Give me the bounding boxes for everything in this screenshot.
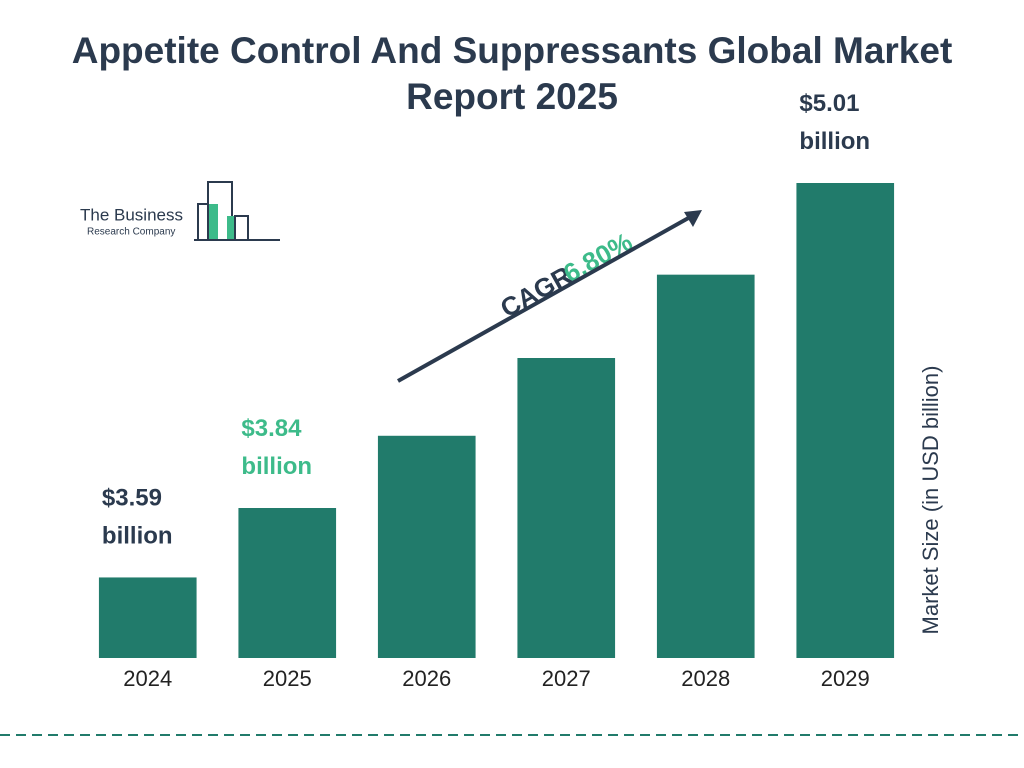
logo-text: The Business bbox=[80, 205, 183, 224]
chart-title: Appetite Control And Suppressants Global… bbox=[71, 30, 953, 117]
cagr-arrowhead bbox=[684, 210, 702, 227]
value-label: $3.59 billion bbox=[102, 485, 173, 550]
x-tick-label: 2028 bbox=[681, 666, 730, 691]
bar bbox=[377, 435, 476, 658]
logo: The Business Research Company bbox=[80, 181, 280, 241]
logo-shape bbox=[227, 216, 235, 240]
bar bbox=[517, 358, 616, 658]
bar bbox=[656, 274, 755, 658]
bar bbox=[98, 577, 197, 658]
y-axis-label: Market Size (in USD billion) bbox=[918, 366, 943, 635]
logo-shape bbox=[234, 215, 249, 240]
bar bbox=[238, 508, 337, 658]
cagr-value: 6.80% bbox=[558, 226, 637, 288]
cagr-arrow bbox=[397, 214, 693, 383]
x-tick-label: 2024 bbox=[123, 666, 172, 691]
value-label: $5.01 billion bbox=[799, 90, 870, 155]
x-tick-label: 2027 bbox=[542, 666, 591, 691]
bar bbox=[796, 183, 895, 658]
x-tick-label: 2026 bbox=[402, 666, 451, 691]
logo-subtext: Research Company bbox=[87, 227, 175, 238]
value-label: $3.84 billion bbox=[241, 415, 312, 480]
x-tick-label: 2029 bbox=[821, 666, 870, 691]
logo-shape bbox=[209, 204, 218, 240]
cagr: CAGR 6.80% bbox=[495, 226, 637, 323]
logo-shape bbox=[197, 203, 209, 241]
x-tick-label: 2025 bbox=[263, 666, 312, 691]
